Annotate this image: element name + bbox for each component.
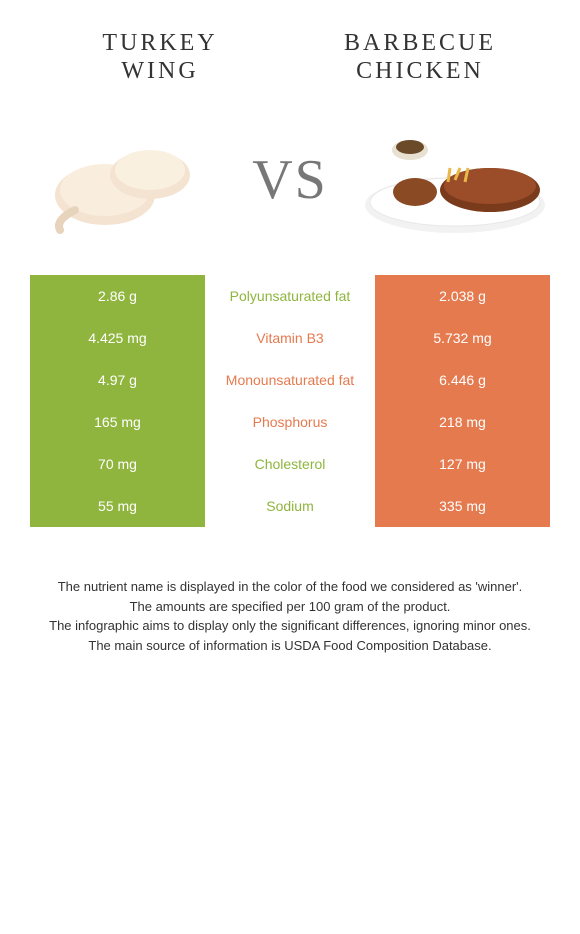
nutrient-label: Sodium	[266, 498, 313, 514]
table-row: 55 mg Sodium 335 mg	[30, 485, 550, 527]
left-value-cell: 55 mg	[30, 485, 205, 527]
footer-line-3: The infographic aims to display only the…	[30, 616, 550, 636]
nutrient-label-cell: Monounsaturated fat	[205, 359, 375, 401]
right-value-cell: 127 mg	[375, 443, 550, 485]
table-row: 165 mg Phosphorus 218 mg	[30, 401, 550, 443]
comparison-table: 2.86 gPolyunsaturated fat2.038 g4.425 mg…	[30, 275, 550, 527]
right-value-cell: 6.446 g	[375, 359, 550, 401]
left-value-cell: 4.425 mg	[30, 317, 205, 359]
nutrient-label: Phosphorus	[253, 414, 328, 430]
nutrient-label-cell: Sodium	[205, 485, 375, 527]
nutrient-label: Vitamin B3	[256, 330, 323, 346]
right-value-cell: 218 mg	[375, 401, 550, 443]
header: Turkey wing Barbecue chicken	[0, 0, 580, 95]
nutrient-label-cell: Phosphorus	[205, 401, 375, 443]
right-value-cell: 5.732 mg	[375, 317, 550, 359]
nutrient-label-cell: Polyunsaturated fat	[205, 275, 375, 317]
table-row: 70 mg Cholesterol 127 mg	[30, 443, 550, 485]
left-title-line2: wing	[121, 58, 198, 84]
table-row: 4.425 mg Vitamin B3 5.732 mg	[30, 317, 550, 359]
footer-notes: The nutrient name is displayed in the co…	[0, 527, 580, 655]
footer-line-4: The main source of information is USDA F…	[30, 636, 550, 656]
left-value-cell: 165 mg	[30, 401, 205, 443]
right-title: Barbecue chicken	[320, 30, 520, 85]
nutrient-label: Cholesterol	[255, 456, 326, 472]
left-value-cell: 70 mg	[30, 443, 205, 485]
left-value-cell: 2.86 g	[30, 275, 205, 317]
footer-line-1: The nutrient name is displayed in the co…	[30, 577, 550, 597]
right-value-cell: 335 mg	[375, 485, 550, 527]
vs-label: VS	[252, 148, 328, 212]
images-row: VS	[0, 95, 580, 275]
nutrient-label-cell: Cholesterol	[205, 443, 375, 485]
nutrient-label-cell: Vitamin B3	[205, 317, 375, 359]
right-value-cell: 2.038 g	[375, 275, 550, 317]
table-row: 4.97 g Monounsaturated fat 6.446 g	[30, 359, 550, 401]
table-row: 2.86 g Polyunsaturated fat 2.038 g	[30, 275, 550, 317]
left-value-cell: 4.97 g	[30, 359, 205, 401]
footer-line-2: The amounts are specified per 100 gram o…	[30, 597, 550, 617]
nutrient-label: Polyunsaturated fat	[230, 288, 351, 304]
nutrient-label: Monounsaturated fat	[226, 372, 354, 388]
left-title: Turkey wing	[60, 30, 260, 85]
left-title-line1: Turkey	[102, 30, 217, 56]
left-food-image	[30, 115, 220, 245]
right-food-image	[360, 115, 550, 245]
right-title-line2: chicken	[356, 58, 484, 84]
right-title-line1: Barbecue	[344, 30, 496, 56]
